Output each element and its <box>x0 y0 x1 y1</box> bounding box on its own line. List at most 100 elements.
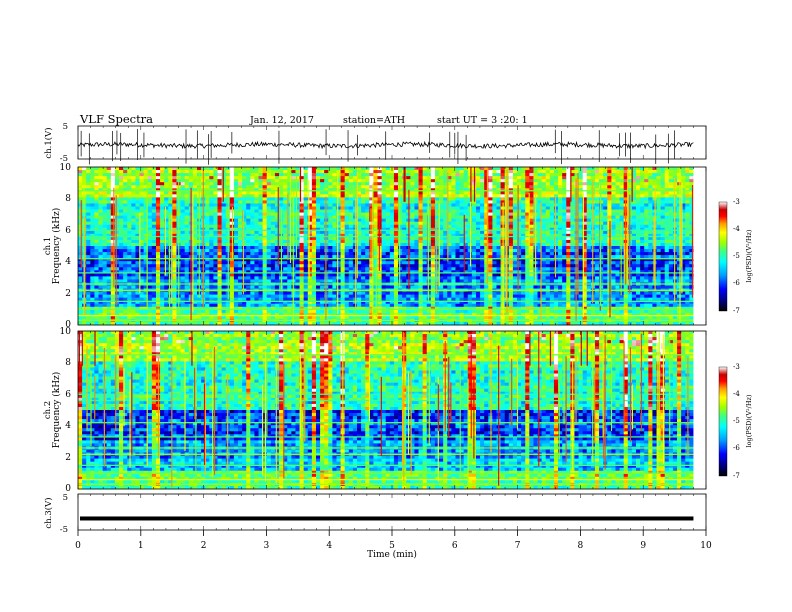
ch1-spectrogram-cell <box>283 194 288 198</box>
ch1-spectrogram-cell <box>492 233 497 238</box>
ch1-spectrogram-cell <box>242 188 247 192</box>
ch1-spectrogram-cell <box>242 200 247 204</box>
ch1-spectrogram-cell <box>615 206 620 210</box>
ch1-spectrogram-cell <box>537 173 542 177</box>
ch1-spectrogram-cell <box>250 221 255 226</box>
ch1-spectrogram-cell <box>270 203 276 207</box>
ch1-spectrogram-cell <box>221 233 227 238</box>
ch1-spectrogram-cell <box>192 230 198 235</box>
ch1-spectrogram-cell <box>447 236 452 241</box>
ch1-spectrogram-cell <box>168 197 173 201</box>
ch1-spectrogram-cell <box>238 197 243 201</box>
ch1-spectrogram-cell <box>340 185 346 189</box>
ch1-spectrogram-cell <box>94 261 99 265</box>
ch1-spectrogram-cell <box>246 242 251 247</box>
ch1-spectrogram-cell <box>529 188 534 192</box>
ch1-spectrogram-cell <box>463 242 469 247</box>
ch1-spectrogram-cell <box>311 218 317 223</box>
ch1-spectrogram-cell <box>623 185 629 189</box>
ch1-spectrogram-cell <box>266 218 272 223</box>
ch1-spectrogram-cell <box>168 261 173 265</box>
ch1-spectrogram-cell <box>258 239 263 244</box>
ch1-spectrogram-cell <box>611 179 616 183</box>
ch1-spectrogram-cell <box>147 209 153 213</box>
ch1-spectrogram-cell <box>553 264 559 268</box>
ch1-spectrogram-cell <box>242 264 247 268</box>
ch1-spectrogram-cell <box>488 167 493 171</box>
ch1-spectrogram-cell <box>127 236 132 241</box>
ch1-spectrogram-cell <box>537 249 542 253</box>
ch1-spectrogram-cell <box>480 194 485 198</box>
ch1-spectrogram-cell <box>274 230 280 235</box>
ch1-spectrogram-cell <box>90 224 95 229</box>
ch1-spectrogram-cell <box>168 170 173 174</box>
ch1-spectrogram-cell <box>164 252 169 256</box>
ch1-spectrogram-cell <box>86 218 91 223</box>
ch1-spectrogram-cell <box>238 246 243 250</box>
ch1-spectrogram-cell <box>398 230 403 235</box>
ch1-spectrogram-cell <box>566 167 571 171</box>
ch1-spectrogram-cell <box>184 206 190 210</box>
ch1-spectrogram-cell <box>570 173 575 177</box>
ch1-spectrogram-cell <box>295 203 300 207</box>
ch1-spectrogram-cell <box>521 203 526 207</box>
ch1-spectrogram-cell <box>475 212 481 216</box>
ch1-spectrogram-cell <box>192 206 198 210</box>
ch1-spectrogram-cell <box>393 212 399 216</box>
ch1-spectrogram-cell <box>553 227 559 232</box>
ch1-spectrogram-cell <box>578 212 584 216</box>
ch1-spectrogram-cell <box>574 246 579 250</box>
ch1-spectrogram-cell <box>242 167 247 171</box>
ch1-spectrogram-cell <box>439 179 444 183</box>
ch1-spectrogram-cell <box>205 242 210 247</box>
ch1-spectrogram-cell <box>410 236 415 241</box>
ch1-spectrogram-cell <box>525 176 530 180</box>
ch1-spectrogram-cell <box>258 212 263 216</box>
ch1-spectrogram-cell <box>603 255 608 259</box>
ch1-spectrogram-cell <box>418 215 423 220</box>
ch1-spectrogram-cell <box>685 233 690 238</box>
ch1-spectrogram-cell <box>443 212 448 216</box>
ch1-spectrogram-cell <box>274 200 280 204</box>
ch1-spectrogram-cell <box>492 203 497 207</box>
ch1-spectrogram-cell <box>512 246 518 250</box>
ch1-spectrogram-cell <box>172 246 177 250</box>
ch1-spectrogram-cell <box>574 182 579 186</box>
ch1-spectrogram-cell <box>123 206 128 210</box>
ch1-spectrogram-cell <box>566 200 571 204</box>
ch1-spectrogram-cell <box>570 233 575 238</box>
ch1-spectrogram-cell <box>689 252 694 256</box>
ch1-spectrogram-cell <box>594 215 600 220</box>
ch1-spectrogram-cell <box>398 176 403 180</box>
ch1-spectrogram-cell <box>430 246 436 250</box>
ch1-spectrogram-cell <box>447 242 452 247</box>
ch1-spectrogram-cell <box>463 239 469 244</box>
ch1-spectrogram-cell <box>221 188 227 192</box>
ch1-spectrogram-cell <box>217 191 222 195</box>
ch1-spectrogram-cell <box>594 206 600 210</box>
ch1-spectrogram-cell <box>517 197 522 201</box>
ch1-spectrogram-cell <box>127 233 132 238</box>
ch1-spectrogram-cell <box>459 170 465 174</box>
ch1-spectrogram-cell <box>430 239 436 244</box>
ch1-spectrogram-cell <box>594 176 600 180</box>
ch1-spectrogram-cell <box>681 194 686 198</box>
ch1-spectrogram-cell <box>574 224 579 229</box>
ch1-spectrogram-cell <box>631 255 637 259</box>
ch1-spectrogram-cell <box>172 239 177 244</box>
ch1-spectrogram-cell <box>672 176 678 180</box>
ch1-spectrogram-cell <box>246 179 251 183</box>
ch1-spectrogram-cell <box>677 233 682 238</box>
ch1-spectrogram-cell <box>582 252 588 256</box>
ch1-spectrogram-cell <box>246 252 251 256</box>
ch1-spectrogram-cell <box>303 212 309 216</box>
ch1-spectrogram-cell <box>631 261 637 265</box>
ch1-spectrogram-cell <box>586 209 592 213</box>
ch1-spectrogram-cell <box>119 215 124 220</box>
ch1-spectrogram-cell <box>254 218 259 223</box>
ch1-spectrogram-cell <box>123 264 128 268</box>
ch1-spectrogram-cell <box>681 227 686 232</box>
ch1-spectrogram-cell <box>188 173 194 177</box>
ch1-spectrogram-cell <box>582 203 588 207</box>
ch1-spectrogram-cell <box>205 227 210 232</box>
